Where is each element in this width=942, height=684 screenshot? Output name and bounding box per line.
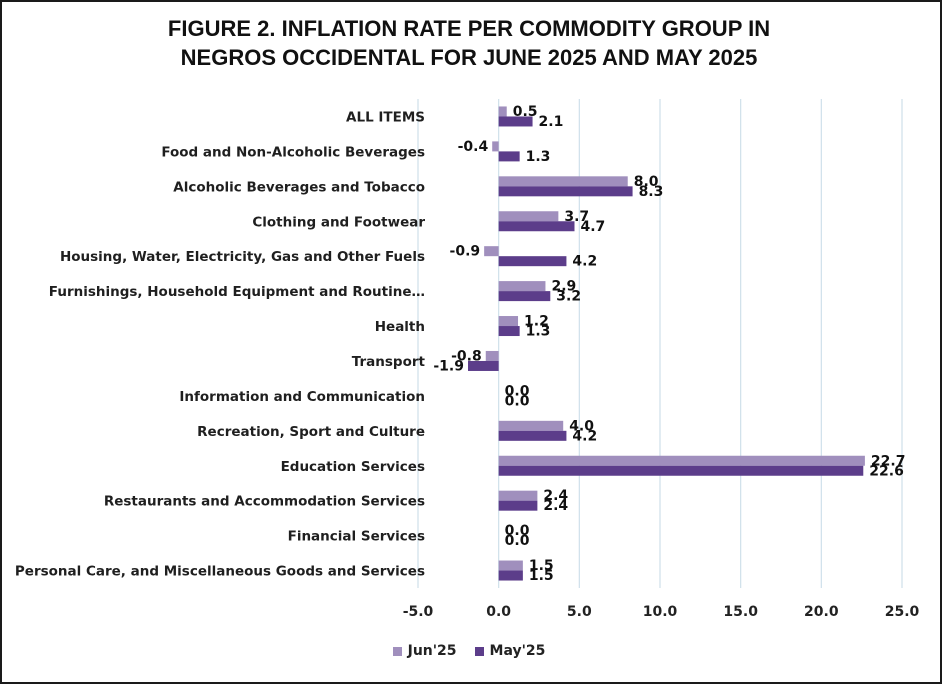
data-label: 3.2 bbox=[556, 289, 581, 305]
data-label: 8.3 bbox=[639, 184, 664, 200]
data-label: 3.7 bbox=[564, 209, 589, 225]
bar-jun bbox=[498, 211, 559, 222]
x-tick-label: -5.0 bbox=[403, 604, 434, 620]
data-label: -0.9 bbox=[450, 244, 481, 260]
legend-swatch-may bbox=[474, 646, 484, 656]
category-label: Furnishings, Household Equipment and Rou… bbox=[49, 284, 425, 300]
data-label: 4.7 bbox=[580, 219, 605, 235]
bar-jun bbox=[498, 490, 538, 501]
bar-may bbox=[498, 500, 538, 511]
data-label: -1.9 bbox=[433, 358, 464, 374]
data-label: 0.0 bbox=[505, 523, 530, 539]
data-label: 1.3 bbox=[526, 324, 551, 340]
data-label: 4.2 bbox=[572, 254, 597, 270]
bar-may bbox=[498, 186, 633, 197]
bar-may bbox=[498, 256, 567, 267]
category-label: Transport bbox=[352, 354, 426, 370]
category-label: Alcoholic Beverages and Tobacco bbox=[173, 179, 425, 195]
bar-may bbox=[498, 291, 551, 302]
data-label: 2.4 bbox=[543, 488, 568, 504]
bar-may bbox=[498, 151, 520, 162]
bar-may bbox=[498, 570, 523, 581]
legend-label-jun: Jun'25 bbox=[407, 643, 457, 659]
bar-jun bbox=[492, 141, 499, 152]
data-label: 0.0 bbox=[505, 383, 530, 399]
data-label: 1.3 bbox=[526, 149, 551, 165]
bar-jun bbox=[498, 455, 865, 466]
bar-jun bbox=[485, 350, 499, 361]
category-label: Recreation, Sport and Culture bbox=[197, 424, 425, 440]
bar-jun bbox=[484, 246, 499, 257]
category-label: Health bbox=[375, 319, 425, 335]
category-label: Housing, Water, Electricity, Gas and Oth… bbox=[60, 249, 425, 265]
data-label: 0.5 bbox=[513, 104, 538, 120]
x-tick-label: 15.0 bbox=[723, 604, 758, 620]
x-tick-label: 5.0 bbox=[567, 604, 592, 620]
bar-may bbox=[498, 326, 520, 337]
category-label: Financial Services bbox=[288, 529, 425, 545]
bar-may bbox=[498, 465, 864, 476]
data-label: 4.2 bbox=[572, 428, 597, 444]
bar-jun bbox=[498, 176, 628, 187]
legend: Jun'25 May'25 bbox=[0, 643, 938, 659]
bar-jun bbox=[498, 420, 564, 431]
chart-title-line-1: FIGURE 2. INFLATION RATE PER COMMODITY G… bbox=[167, 16, 771, 41]
x-tick-label: 20.0 bbox=[804, 604, 839, 620]
bar-jun bbox=[498, 106, 507, 117]
chart-title: FIGURE 2. INFLATION RATE PER COMMODITY G… bbox=[0, 14, 938, 72]
legend-item-may: May'25 bbox=[474, 643, 546, 659]
data-label: 1.5 bbox=[529, 558, 554, 574]
category-label: Information and Communication bbox=[179, 389, 425, 405]
data-label: 0.0 bbox=[505, 393, 530, 409]
category-label: Personal Care, and Miscellaneous Goods a… bbox=[15, 564, 425, 580]
data-label: 22.7 bbox=[871, 453, 906, 469]
x-tick-label: 0.0 bbox=[486, 604, 511, 620]
x-tick-label: 25.0 bbox=[885, 604, 920, 620]
category-label: Food and Non-Alcoholic Beverages bbox=[161, 144, 425, 160]
legend-item-jun: Jun'25 bbox=[392, 643, 457, 659]
data-label: 2.1 bbox=[539, 114, 564, 130]
data-label: 2.4 bbox=[543, 498, 568, 514]
data-label: 1.5 bbox=[529, 568, 554, 584]
bar-may bbox=[498, 430, 567, 441]
chart-title-line-2: NEGROS OCCIDENTAL FOR JUNE 2025 AND MAY … bbox=[180, 45, 758, 70]
bar-may bbox=[468, 360, 499, 371]
legend-label-may: May'25 bbox=[489, 643, 546, 659]
category-label: Clothing and Footwear bbox=[252, 214, 425, 230]
data-label: 0.0 bbox=[505, 533, 530, 549]
x-tick-label: 10.0 bbox=[643, 604, 678, 620]
bar-jun bbox=[498, 281, 546, 292]
data-label: 22.6 bbox=[869, 463, 904, 479]
bar-jun bbox=[498, 560, 523, 571]
data-label: 2.9 bbox=[551, 279, 576, 295]
legend-swatch-jun bbox=[392, 646, 402, 656]
category-label: Restaurants and Accommodation Services bbox=[104, 494, 425, 510]
data-label: 1.2 bbox=[524, 314, 549, 330]
bar-may bbox=[498, 116, 533, 127]
category-label: ALL ITEMS bbox=[346, 109, 425, 125]
category-label: Education Services bbox=[281, 459, 425, 475]
bar-jun bbox=[498, 316, 519, 327]
data-label: -0.4 bbox=[458, 139, 489, 155]
data-label: 4.0 bbox=[569, 418, 594, 434]
bar-may bbox=[498, 221, 575, 232]
data-label: 8.0 bbox=[634, 174, 659, 190]
data-label: -0.8 bbox=[451, 348, 482, 364]
